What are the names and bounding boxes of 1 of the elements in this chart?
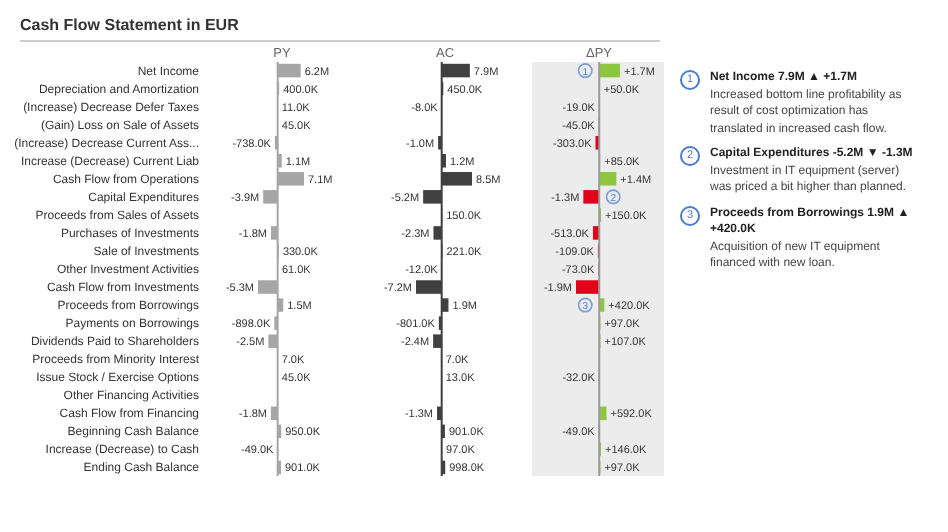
text: Cash Flow Statement in EUR — [20, 16, 660, 42]
